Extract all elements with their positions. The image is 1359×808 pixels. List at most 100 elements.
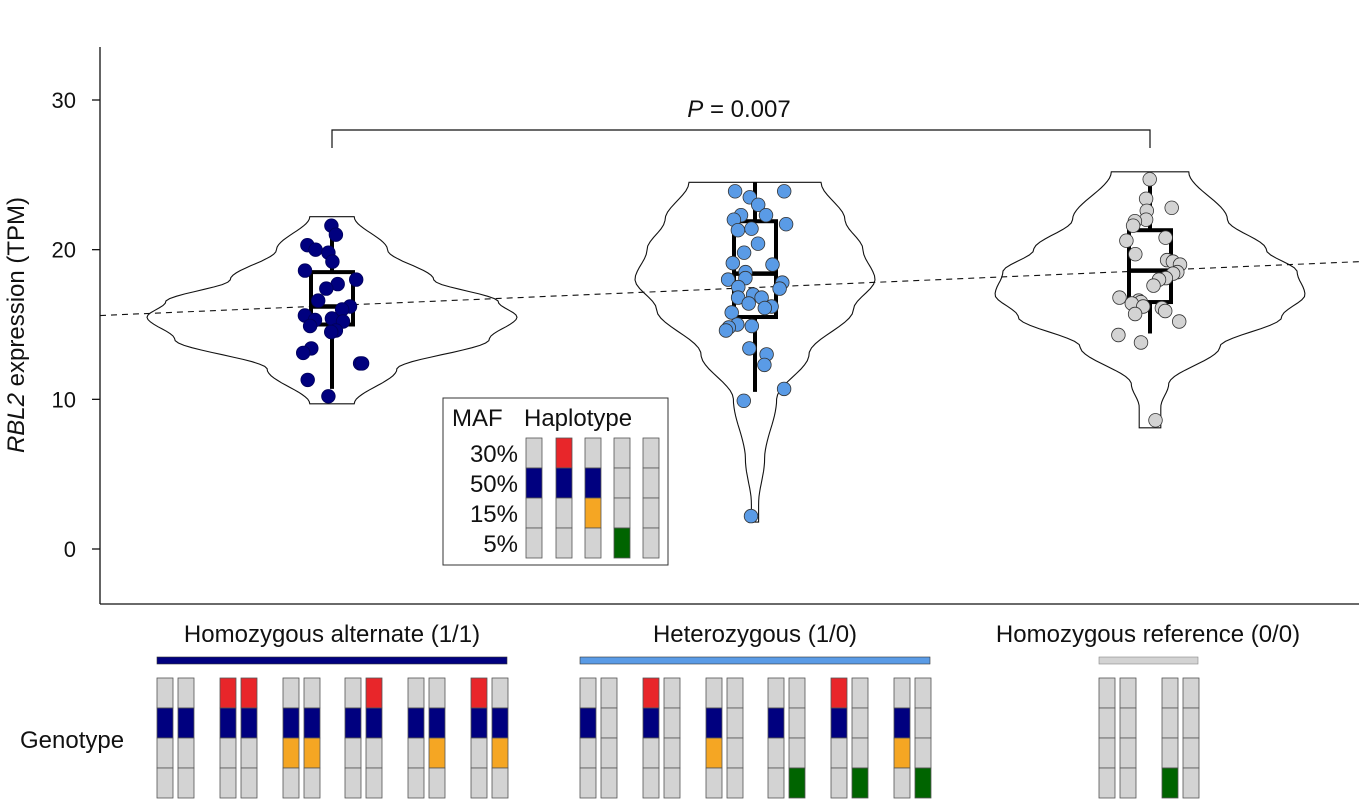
haplotype-segment (642, 527, 660, 559)
data-point (725, 255, 741, 271)
data-point (319, 281, 334, 296)
data-point (777, 184, 792, 199)
genotype-haplotype-segment (282, 767, 300, 799)
data-point (727, 184, 743, 199)
genotype-haplotype-segment (219, 677, 237, 709)
haplotype-segment (613, 497, 631, 529)
data-point (744, 221, 759, 236)
y-axis-label: RBL2 expression (TPM) (3, 197, 30, 453)
haplotype-segment (584, 497, 602, 529)
genotype-haplotype-segment (470, 677, 488, 709)
haplotype-segment (555, 467, 573, 499)
data-points (296, 172, 1188, 524)
data-point (328, 227, 344, 242)
genotype-haplotype-segment (914, 677, 932, 709)
data-point (1127, 306, 1143, 322)
legend-haplotype-header: Haplotype (524, 405, 632, 432)
genotype-haplotype-segment (407, 707, 425, 739)
data-point (1111, 327, 1126, 343)
genotype-haplotype-segment (1182, 677, 1200, 709)
genotype-haplotype-segment (344, 767, 362, 799)
genotype-haplotype-segment (767, 677, 785, 709)
genotype-haplotype-segment (1182, 707, 1200, 739)
genotype-haplotype-segment (726, 767, 744, 799)
haplotype-segment (613, 527, 631, 559)
genotype-haplotype-segment (303, 767, 321, 799)
genotype-haplotype-segment (893, 707, 911, 739)
genotype-haplotype-segment (767, 767, 785, 799)
genotype-haplotype-segment (642, 707, 660, 739)
genotype-haplotype-segment (830, 707, 848, 739)
data-point (742, 341, 757, 356)
data-point (325, 254, 340, 269)
genotype-haplotype-segment (726, 677, 744, 709)
data-point (778, 216, 794, 232)
genotype-haplotype-segment (240, 737, 258, 769)
genotype-haplotype-segment (705, 707, 723, 739)
violin-group (146, 171, 1306, 523)
haplotype-segment (525, 497, 543, 529)
genotype-haplotype-segment (407, 767, 425, 799)
haplotype-segment (584, 527, 602, 559)
data-point (324, 324, 339, 340)
genotype-label: Genotype (20, 727, 124, 754)
genotype-haplotype-segment (851, 677, 869, 709)
genotype-haplotype-segment (303, 707, 321, 739)
data-point (1158, 230, 1173, 245)
genotype-haplotype-segment (428, 737, 446, 769)
data-point (776, 381, 792, 397)
haplotype-segment (642, 437, 660, 469)
genotype-haplotype-segment (1119, 677, 1137, 709)
data-point (1171, 314, 1187, 329)
data-point (718, 323, 734, 338)
genotype-haplotype-segment (240, 767, 258, 799)
genotype-haplotype-segment (914, 737, 932, 769)
genotype-haplotype-segment (914, 707, 932, 739)
genotype-haplotype-segment (491, 677, 509, 709)
haplotype-segment (525, 437, 543, 469)
data-point (1125, 218, 1141, 233)
genotype-haplotype-segment (491, 767, 509, 799)
legend-maf-value: 30% (470, 441, 518, 468)
haplotype-segment (642, 467, 660, 499)
genotype-haplotype-segment (365, 677, 383, 709)
genotype-haplotype-segment (428, 767, 446, 799)
y-tick-label: 10 (52, 387, 76, 412)
genotype-haplotype-segment (365, 737, 383, 769)
group-label: Homozygous alternate (1/1) (184, 621, 480, 648)
genotype-haplotype-segment (344, 677, 362, 709)
genotype-haplotype-segment (788, 737, 806, 769)
genotype-haplotype-segment (830, 677, 848, 709)
genotype-haplotype-segment (830, 767, 848, 799)
genotype-haplotype-segment (579, 707, 597, 739)
data-point (750, 236, 766, 251)
genotype-haplotype-segment (407, 737, 425, 769)
genotype-haplotype-segment (491, 737, 509, 769)
genotype-haplotype-segment (1161, 767, 1179, 799)
y-tick-label: 0 (64, 537, 76, 562)
haplotype-legend: MAF Haplotype 30% 50% 15% 5% (442, 397, 669, 566)
genotype-haplotype-segment (282, 707, 300, 739)
data-point (758, 207, 774, 223)
genotype-haplotype-segment (579, 737, 597, 769)
data-point (751, 197, 766, 213)
data-point (1138, 191, 1154, 207)
genotype-haplotype-segment (1161, 707, 1179, 739)
genotype-haplotype-segment (1098, 707, 1116, 739)
genotype-haplotype-segment (177, 737, 195, 769)
genotype-haplotype-segment (1182, 767, 1200, 799)
haplotype-segment (525, 467, 543, 499)
genotype-haplotype-segment (1098, 767, 1116, 799)
genotype-haplotype-segment (1119, 767, 1137, 799)
violin-1 (634, 181, 876, 523)
genotype-haplotype-segment (407, 677, 425, 709)
haplotype-segment (584, 437, 602, 469)
genotype-haplotype-segment (600, 767, 618, 799)
legend-maf-value: 15% (470, 501, 518, 528)
axes: 0 10 20 30 (52, 47, 1359, 605)
genotype-haplotype-pairs (156, 677, 1200, 799)
data-point (757, 300, 773, 316)
genotype-haplotype-segment (344, 707, 362, 739)
group-labels: Homozygous alternate (1/1) Heterozygous (… (156, 621, 1300, 665)
